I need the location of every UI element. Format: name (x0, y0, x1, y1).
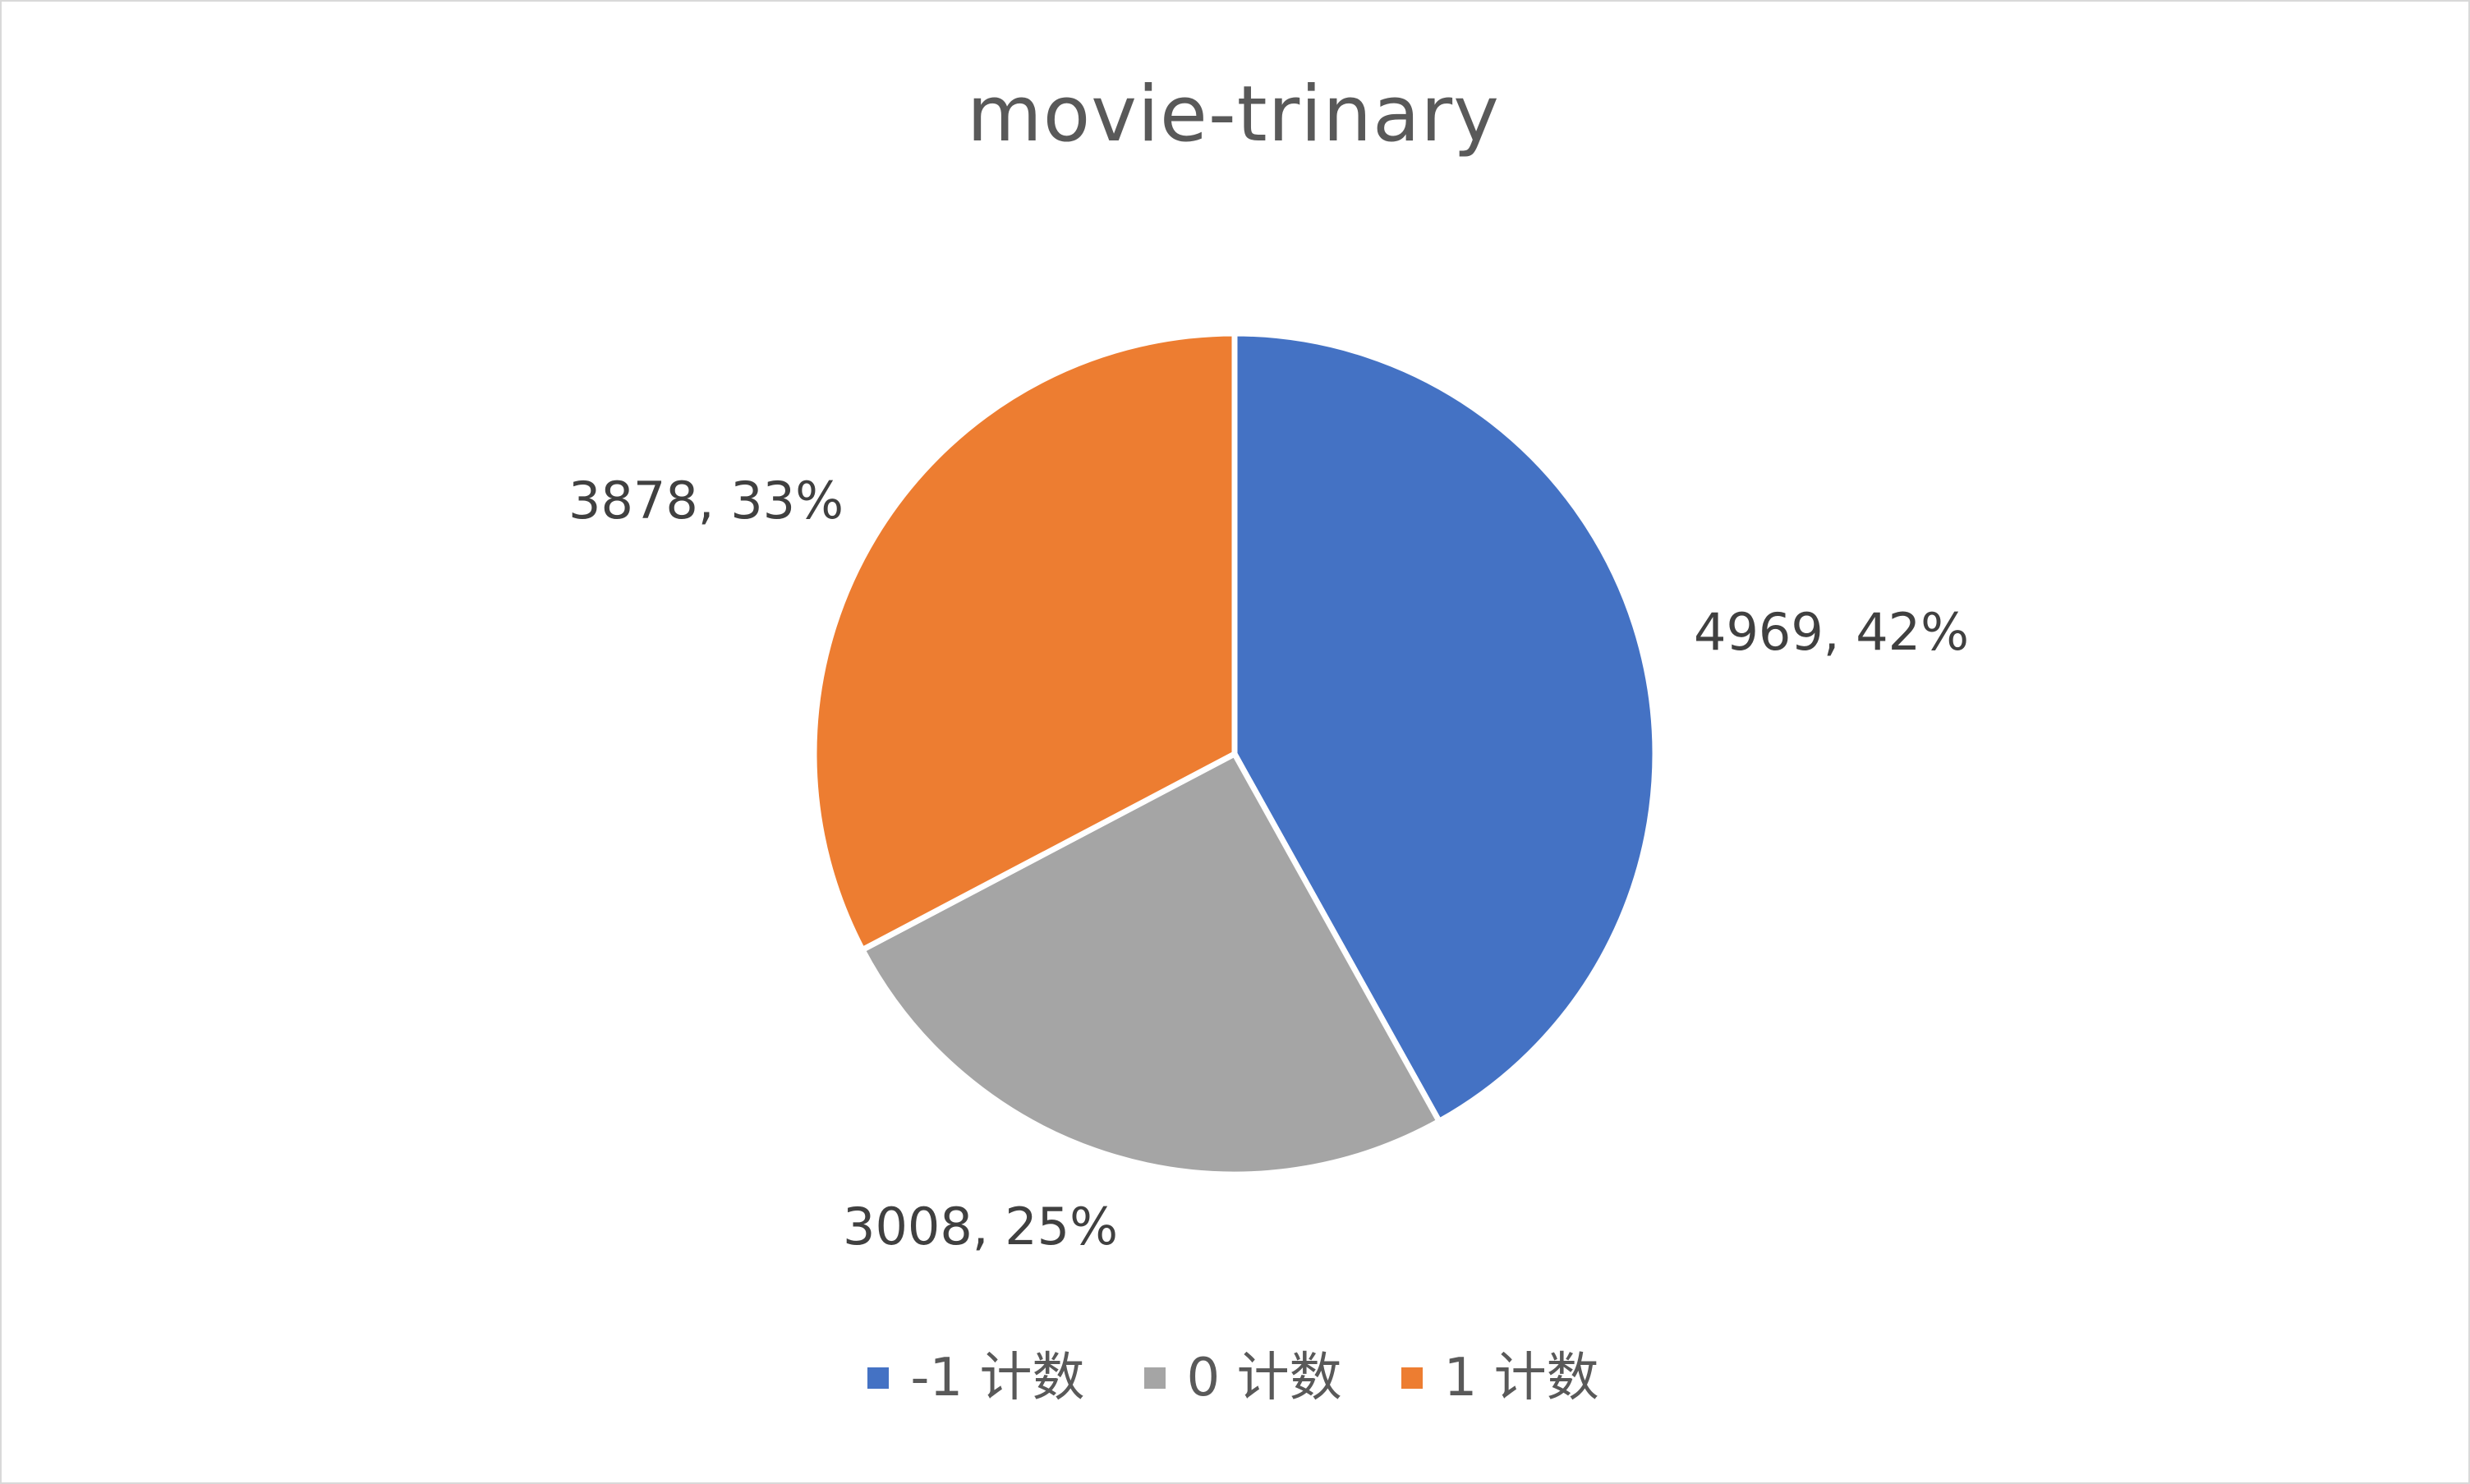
data-label-minus-one: 4969, 42% (1694, 602, 1970, 662)
legend-item-one: 1 计数 (1401, 1345, 1599, 1411)
pie-slice-minus-one (1231, 330, 1658, 1124)
legend-label-zero: 0 计数 (1186, 1348, 1342, 1408)
data-label-one: 3878, 33% (568, 471, 844, 531)
pie-slice-one (811, 330, 1238, 953)
legend-swatch-one (1401, 1367, 1423, 1389)
chart-title: movie-trinary (967, 70, 1500, 159)
legend-swatch-minus-one (867, 1367, 890, 1389)
legend: -1 计数 0 计数 1 计数 (0, 1345, 2467, 1411)
legend-item-zero: 0 计数 (1143, 1345, 1342, 1411)
pie-slice-zero (859, 751, 1442, 1178)
legend-item-minus-one: -1 计数 (867, 1345, 1085, 1411)
data-label-zero: 3008, 25% (843, 1197, 1119, 1257)
legend-label-minus-one: -1 计数 (910, 1348, 1085, 1408)
legend-swatch-zero (1143, 1367, 1166, 1389)
pie-slices (811, 330, 1658, 1178)
legend-label-one: 1 计数 (1443, 1348, 1599, 1408)
